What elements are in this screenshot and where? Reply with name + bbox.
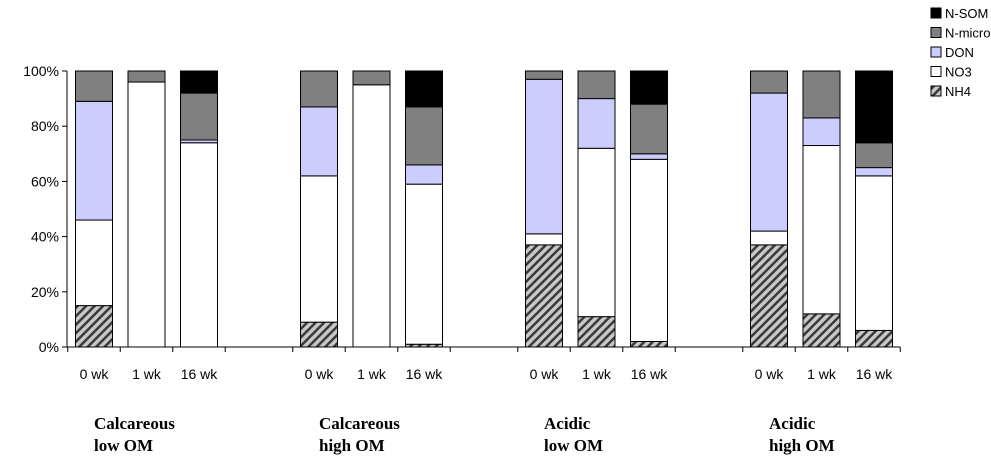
- group-label: Acidic high OM: [769, 414, 835, 455]
- x-tick-label: 16 wk: [181, 366, 219, 382]
- bar-segment-n-micro: [577, 70, 616, 100]
- bar-stack: [127, 70, 166, 348]
- legend: N-SOM N-micro DON NO3 NH4: [930, 6, 991, 99]
- bar-segment-nh4: [855, 329, 893, 348]
- y-tick-label: 40%: [31, 229, 59, 245]
- legend-swatch: [930, 27, 942, 38]
- bar-segment-don: [75, 100, 113, 221]
- bar-segment-n-micro: [300, 70, 338, 108]
- bar-segment-n-micro: [180, 92, 218, 141]
- legend-label: DON: [945, 45, 974, 60]
- legend-swatch: [930, 46, 942, 58]
- x-tick-label: 0 wk: [755, 366, 785, 382]
- bar-segment-nh4: [802, 313, 841, 348]
- y-tick-label: 60%: [31, 173, 59, 189]
- x-tick-label: 16 wk: [631, 366, 669, 382]
- bar-stack: [750, 70, 788, 348]
- bar-segment-no3: [802, 145, 841, 315]
- bars: [75, 70, 893, 348]
- bar-stack: [352, 70, 391, 348]
- bar-segment-don: [577, 98, 616, 149]
- bar-segment-no3: [352, 84, 391, 348]
- bar-segment-no3: [180, 142, 218, 348]
- bar-stack: [855, 70, 893, 348]
- bar-segment-don: [855, 167, 893, 177]
- bar-segment-nh4: [630, 340, 668, 348]
- x-axis: 0 wk 1 wk 16 wk 0 wk 1 wk 16 wk 0 wk 1 wk 16 wk 0…: [67, 346, 901, 382]
- x-tick-label: 1 wk: [132, 366, 162, 382]
- x-tick-label: 0 wk: [80, 366, 110, 382]
- bar-segment-n-micro: [525, 70, 563, 80]
- y-tick-label: 80%: [31, 118, 59, 134]
- bar-segment-no3: [525, 233, 563, 246]
- bar-segment-nh4: [750, 244, 788, 348]
- bar-segment-don: [802, 117, 841, 147]
- x-tick-label: 0 wk: [530, 366, 560, 382]
- bar-stack: [525, 70, 563, 348]
- bar-segment-n-som: [180, 70, 218, 94]
- bar-stack: [630, 70, 668, 348]
- x-tick-label: 1 wk: [807, 366, 837, 382]
- bar-segment-no3: [855, 175, 893, 331]
- legend-label: NO3: [945, 65, 972, 80]
- y-tick-label: 0%: [39, 339, 59, 355]
- legend-label: NH4: [945, 84, 971, 99]
- legend-swatch: [930, 66, 942, 77]
- bar-segment-no3: [577, 147, 616, 318]
- bar-segment-n-micro: [855, 142, 893, 169]
- bar-stack: [180, 70, 218, 348]
- legend-label: N-SOM: [945, 6, 988, 21]
- bar-segment-nh4: [300, 321, 338, 348]
- x-tick-label: 1 wk: [582, 366, 612, 382]
- group-label: Calcareous low OM: [94, 414, 175, 455]
- bar-segment-nh4: [525, 244, 563, 348]
- group-label: Acidic low OM: [544, 414, 603, 455]
- bar-segment-nh4: [577, 316, 616, 348]
- bar-segment-don: [405, 164, 443, 185]
- bar-segment-n-micro: [75, 70, 113, 102]
- legend-label: N-micro: [945, 26, 991, 41]
- bar-segment-n-micro: [802, 70, 841, 119]
- y-tick-label: 100%: [23, 63, 59, 79]
- bar-stack: [802, 70, 841, 348]
- bar-segment-n-som: [630, 70, 668, 105]
- bar-stack: [300, 70, 338, 348]
- bar-segment-n-micro: [127, 70, 166, 83]
- bar-segment-nh4: [75, 305, 113, 348]
- bar-segment-n-micro: [630, 103, 668, 155]
- x-tick-label: 16 wk: [406, 366, 444, 382]
- bar-segment-n-micro: [405, 106, 443, 166]
- x-tick-label: 0 wk: [305, 366, 335, 382]
- bar-segment-n-som: [855, 70, 893, 144]
- bar-segment-n-micro: [352, 70, 391, 86]
- bar-stack: [577, 70, 616, 348]
- y-tick-label: 20%: [31, 284, 59, 300]
- bar-segment-n-som: [405, 70, 443, 108]
- legend-swatch: [930, 7, 942, 19]
- bar-segment-no3: [750, 230, 788, 246]
- bar-segment-no3: [127, 81, 166, 348]
- bar-segment-don: [525, 78, 563, 235]
- x-tick-label: 16 wk: [856, 366, 894, 382]
- bar-segment-no3: [405, 183, 443, 345]
- bar-stack: [75, 70, 113, 348]
- bar-segment-don: [630, 153, 668, 160]
- x-tick-label: 1 wk: [357, 366, 387, 382]
- bar-stack: [405, 70, 443, 348]
- bar-segment-don: [300, 106, 338, 177]
- legend-swatch: [930, 85, 942, 97]
- bar-segment-don: [750, 92, 788, 232]
- bar-segment-no3: [630, 158, 668, 342]
- y-axis: 0% 20% 40% 60% 80% 100%: [23, 63, 68, 355]
- group-labels: Calcareous low OM Calcareous high OM Acidic l…: [94, 414, 835, 455]
- bar-segment-n-micro: [750, 70, 788, 94]
- bar-segment-no3: [300, 175, 338, 323]
- bar-segment-no3: [75, 219, 113, 307]
- group-label: Calcareous high OM: [319, 414, 400, 455]
